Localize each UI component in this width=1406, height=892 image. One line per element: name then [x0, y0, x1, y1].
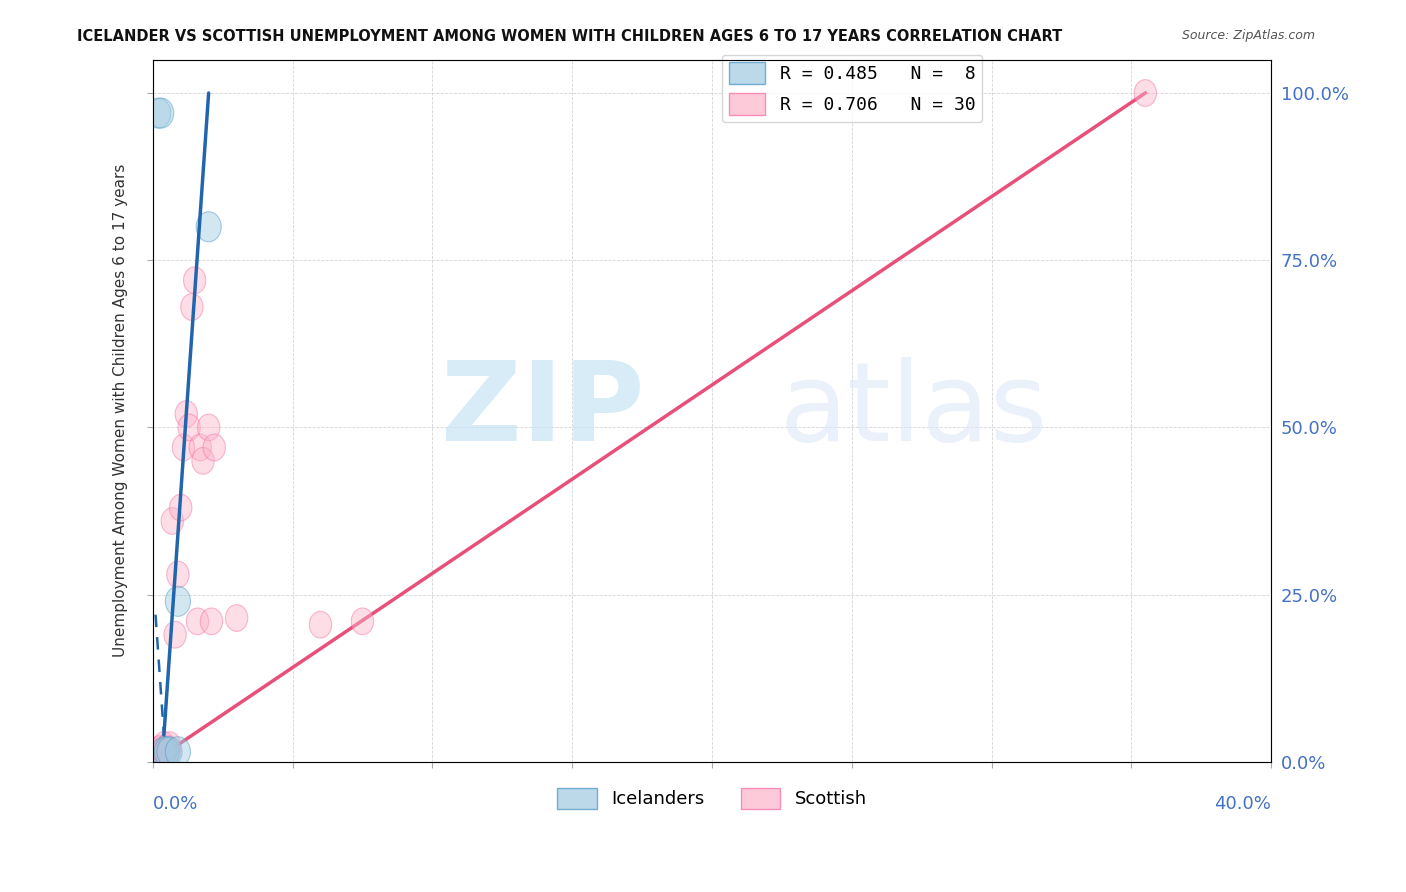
Ellipse shape: [148, 737, 170, 764]
Text: 40.0%: 40.0%: [1215, 795, 1271, 814]
Ellipse shape: [309, 611, 332, 638]
Ellipse shape: [162, 508, 183, 534]
Ellipse shape: [200, 608, 222, 635]
Ellipse shape: [166, 586, 190, 616]
Ellipse shape: [159, 739, 181, 765]
Ellipse shape: [145, 739, 167, 765]
Ellipse shape: [150, 735, 173, 762]
Ellipse shape: [186, 608, 208, 635]
Text: Source: ZipAtlas.com: Source: ZipAtlas.com: [1181, 29, 1315, 43]
Ellipse shape: [165, 622, 186, 648]
Y-axis label: Unemployment Among Women with Children Ages 6 to 17 years: Unemployment Among Women with Children A…: [114, 164, 128, 657]
Ellipse shape: [170, 494, 191, 521]
Legend: Icelanders, Scottish: Icelanders, Scottish: [550, 780, 875, 816]
Ellipse shape: [225, 605, 247, 632]
Text: ZIP: ZIP: [441, 357, 645, 464]
Ellipse shape: [156, 740, 179, 767]
Ellipse shape: [202, 434, 225, 461]
Ellipse shape: [153, 739, 176, 765]
Ellipse shape: [1135, 79, 1157, 106]
Ellipse shape: [167, 561, 188, 588]
Ellipse shape: [181, 293, 202, 320]
Ellipse shape: [156, 735, 179, 762]
Ellipse shape: [179, 414, 200, 441]
Ellipse shape: [149, 98, 174, 128]
Ellipse shape: [146, 98, 172, 128]
Ellipse shape: [352, 608, 374, 635]
Ellipse shape: [183, 267, 205, 293]
Ellipse shape: [159, 731, 181, 758]
Text: 0.0%: 0.0%: [153, 795, 198, 814]
Ellipse shape: [195, 211, 221, 242]
Ellipse shape: [188, 434, 211, 461]
Text: atlas: atlas: [779, 357, 1047, 464]
Ellipse shape: [155, 737, 180, 767]
Ellipse shape: [176, 401, 197, 427]
Ellipse shape: [152, 737, 177, 767]
Ellipse shape: [150, 739, 173, 765]
Ellipse shape: [166, 737, 190, 767]
Ellipse shape: [157, 737, 183, 767]
Ellipse shape: [191, 448, 214, 475]
Ellipse shape: [173, 434, 194, 461]
Ellipse shape: [153, 731, 176, 758]
Ellipse shape: [197, 414, 219, 441]
Text: ICELANDER VS SCOTTISH UNEMPLOYMENT AMONG WOMEN WITH CHILDREN AGES 6 TO 17 YEARS : ICELANDER VS SCOTTISH UNEMPLOYMENT AMONG…: [77, 29, 1063, 45]
Ellipse shape: [148, 740, 170, 767]
